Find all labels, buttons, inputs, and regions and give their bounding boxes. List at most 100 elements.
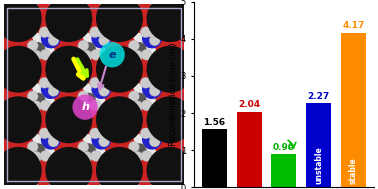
- Circle shape: [53, 130, 84, 160]
- Circle shape: [96, 147, 143, 189]
- Circle shape: [147, 147, 194, 189]
- Circle shape: [155, 130, 185, 160]
- Text: $e$: $e$: [287, 143, 294, 152]
- Circle shape: [82, 101, 92, 112]
- Circle shape: [132, 50, 143, 61]
- Circle shape: [31, 50, 42, 61]
- Circle shape: [39, 128, 50, 139]
- Circle shape: [132, 42, 147, 57]
- Circle shape: [104, 29, 135, 59]
- Circle shape: [96, 96, 143, 143]
- Circle shape: [91, 130, 111, 150]
- Circle shape: [31, 101, 42, 112]
- Circle shape: [90, 128, 101, 139]
- Circle shape: [40, 100, 51, 111]
- Text: unstable: unstable: [314, 146, 323, 184]
- Circle shape: [142, 130, 162, 150]
- Circle shape: [90, 100, 101, 111]
- Circle shape: [155, 79, 185, 110]
- Circle shape: [99, 42, 125, 67]
- Circle shape: [78, 40, 89, 51]
- Circle shape: [78, 91, 89, 102]
- Circle shape: [79, 3, 110, 34]
- Circle shape: [147, 77, 157, 88]
- Circle shape: [40, 49, 51, 60]
- Circle shape: [45, 96, 92, 143]
- Circle shape: [142, 79, 162, 99]
- Circle shape: [99, 136, 110, 147]
- Text: h: h: [81, 102, 89, 112]
- Circle shape: [82, 50, 92, 61]
- Circle shape: [129, 3, 160, 34]
- Circle shape: [82, 42, 96, 57]
- Circle shape: [96, 46, 143, 93]
- Circle shape: [96, 77, 107, 88]
- Text: 0.90: 0.90: [273, 143, 295, 152]
- Circle shape: [147, 96, 194, 143]
- Circle shape: [27, 142, 38, 152]
- Circle shape: [140, 77, 151, 88]
- Circle shape: [96, 128, 107, 139]
- Circle shape: [48, 35, 59, 46]
- Circle shape: [0, 0, 42, 42]
- Circle shape: [45, 46, 92, 93]
- Circle shape: [132, 151, 143, 162]
- Circle shape: [141, 100, 152, 111]
- Circle shape: [96, 0, 143, 42]
- Circle shape: [129, 105, 160, 135]
- Circle shape: [147, 27, 157, 38]
- Circle shape: [147, 0, 194, 42]
- Circle shape: [140, 128, 151, 139]
- Circle shape: [45, 27, 56, 38]
- Circle shape: [129, 91, 139, 102]
- Bar: [341, 33, 366, 187]
- Circle shape: [104, 130, 135, 160]
- Circle shape: [28, 3, 59, 34]
- Circle shape: [28, 155, 59, 186]
- Text: 4.17: 4.17: [342, 21, 365, 30]
- Circle shape: [45, 77, 56, 88]
- Circle shape: [90, 49, 101, 60]
- Circle shape: [82, 143, 96, 158]
- Circle shape: [45, 128, 56, 139]
- Circle shape: [45, 0, 92, 42]
- Circle shape: [27, 91, 38, 102]
- Circle shape: [39, 77, 50, 88]
- Text: stable: stable: [349, 157, 358, 184]
- Bar: [306, 103, 331, 187]
- Circle shape: [132, 93, 147, 107]
- Circle shape: [41, 29, 61, 48]
- Circle shape: [129, 54, 160, 84]
- Circle shape: [155, 29, 185, 59]
- Circle shape: [99, 85, 110, 96]
- Circle shape: [3, 79, 34, 110]
- Circle shape: [53, 79, 84, 110]
- Bar: [271, 154, 296, 187]
- Circle shape: [28, 54, 59, 84]
- Circle shape: [31, 143, 45, 158]
- Circle shape: [140, 27, 151, 38]
- Circle shape: [90, 77, 101, 88]
- Circle shape: [48, 136, 59, 147]
- Circle shape: [132, 143, 147, 158]
- Text: e: e: [108, 50, 116, 60]
- Circle shape: [82, 151, 92, 162]
- Bar: [202, 129, 227, 187]
- Circle shape: [129, 155, 160, 186]
- Circle shape: [31, 151, 42, 162]
- Circle shape: [73, 94, 98, 120]
- Circle shape: [27, 40, 38, 51]
- Circle shape: [78, 142, 89, 152]
- Circle shape: [31, 93, 45, 107]
- Circle shape: [147, 128, 157, 139]
- Circle shape: [45, 147, 92, 189]
- Circle shape: [48, 85, 59, 96]
- Bar: [237, 112, 262, 187]
- Circle shape: [132, 101, 143, 112]
- Circle shape: [40, 150, 51, 161]
- Circle shape: [147, 46, 194, 93]
- Circle shape: [39, 27, 50, 38]
- Circle shape: [91, 29, 111, 48]
- Circle shape: [129, 40, 139, 51]
- Circle shape: [91, 79, 111, 99]
